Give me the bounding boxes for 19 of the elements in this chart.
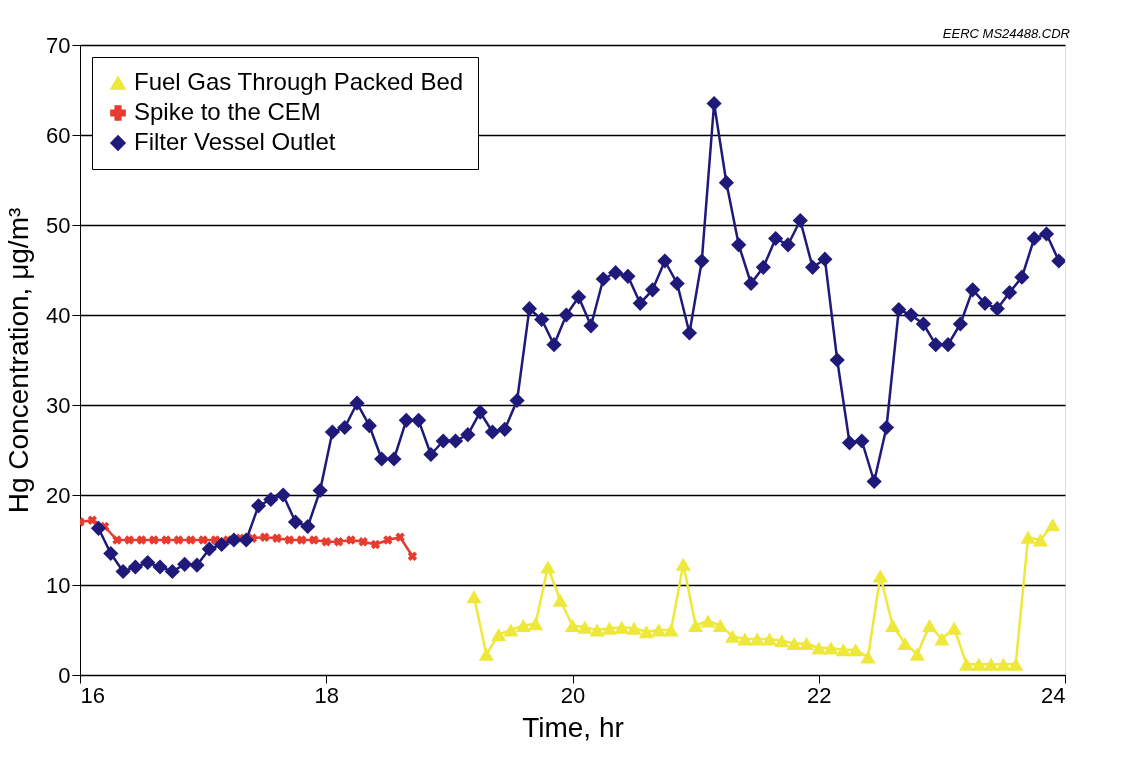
x-tick-label: 16 bbox=[80, 682, 105, 708]
y-tick-label: 30 bbox=[46, 392, 71, 418]
legend-label: Filter Vessel Outlet bbox=[134, 128, 336, 155]
y-tick-label: 60 bbox=[46, 122, 71, 148]
x-tick-label: 24 bbox=[1041, 682, 1066, 708]
legend-label: Fuel Gas Through Packed Bed bbox=[134, 68, 464, 95]
x-tick-label: 22 bbox=[807, 682, 832, 708]
y-tick-label: 0 bbox=[58, 662, 71, 688]
text: EERC MS24488.CDR bbox=[942, 26, 1070, 41]
y-axis-title: Hg Concentration, μg/m³ bbox=[3, 207, 35, 514]
y-tick-label: 40 bbox=[46, 302, 71, 328]
y-tick-label: 10 bbox=[46, 572, 71, 598]
legend-label: Spike to the CEM bbox=[134, 98, 321, 125]
y-tick-label: 70 bbox=[46, 32, 71, 58]
x-tick-label: 20 bbox=[560, 682, 586, 708]
y-tick-label: 50 bbox=[46, 212, 71, 238]
x-axis-title: Time, hr bbox=[522, 711, 624, 743]
x-tick-label: 18 bbox=[314, 682, 339, 708]
y-tick-label: 20 bbox=[46, 482, 71, 508]
